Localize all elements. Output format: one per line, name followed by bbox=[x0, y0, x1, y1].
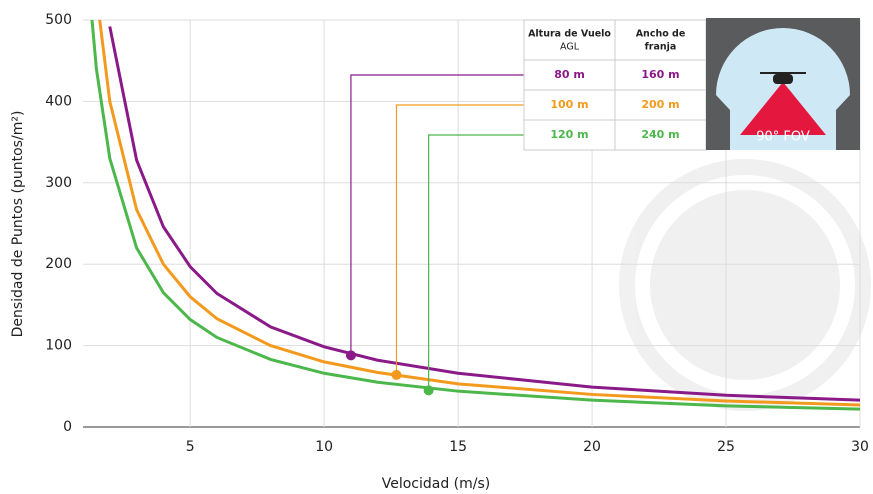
series-line bbox=[98, 20, 860, 407]
series-line bbox=[108, 26, 860, 402]
marker bbox=[423, 385, 434, 396]
x-axis-label: Velocidad (m/s) bbox=[382, 476, 491, 492]
x-tick-label: 30 bbox=[851, 439, 869, 455]
legend-table: Altura de Vuelo AGL Ancho de franja 80 m 160 … bbox=[523, 19, 707, 151]
y-tick-label: 300 bbox=[45, 175, 72, 191]
table-header: Ancho de bbox=[636, 29, 686, 40]
y-tick-label: 100 bbox=[45, 338, 72, 354]
leader-line bbox=[350, 74, 524, 356]
series-line bbox=[90, 20, 860, 411]
table-cell: 200 m bbox=[641, 98, 679, 111]
table-header: Altura de Vuelo bbox=[528, 29, 611, 40]
table-cell: 240 m bbox=[641, 128, 679, 141]
y-tick-label: 400 bbox=[45, 93, 72, 109]
x-tick-label: 5 bbox=[186, 439, 195, 455]
x-tick-label: 25 bbox=[717, 439, 735, 455]
table-cell: 80 m bbox=[554, 68, 585, 81]
x-tick-label: 15 bbox=[449, 439, 467, 455]
watermark bbox=[619, 159, 871, 411]
leader-line bbox=[428, 134, 524, 391]
table-cell: 160 m bbox=[641, 68, 679, 81]
illustration-label: 90° FOV bbox=[756, 130, 810, 145]
y-axis-label: Densidad de Puntos (puntos/m²) bbox=[10, 111, 26, 338]
y-tick-label: 0 bbox=[63, 419, 72, 435]
marker bbox=[345, 350, 356, 361]
table-header: franja bbox=[645, 42, 677, 53]
table-cell: 120 m bbox=[550, 128, 588, 141]
illustration: 90° FOV bbox=[706, 18, 860, 150]
x-tick-label: 10 bbox=[315, 439, 333, 455]
y-tick-label: 200 bbox=[45, 256, 72, 272]
leader-line bbox=[395, 104, 524, 375]
table-header: AGL bbox=[560, 42, 580, 53]
marker bbox=[391, 369, 402, 380]
table-cell: 100 m bbox=[550, 98, 588, 111]
x-tick-label: 20 bbox=[583, 439, 601, 455]
y-tick-label: 500 bbox=[45, 12, 72, 28]
